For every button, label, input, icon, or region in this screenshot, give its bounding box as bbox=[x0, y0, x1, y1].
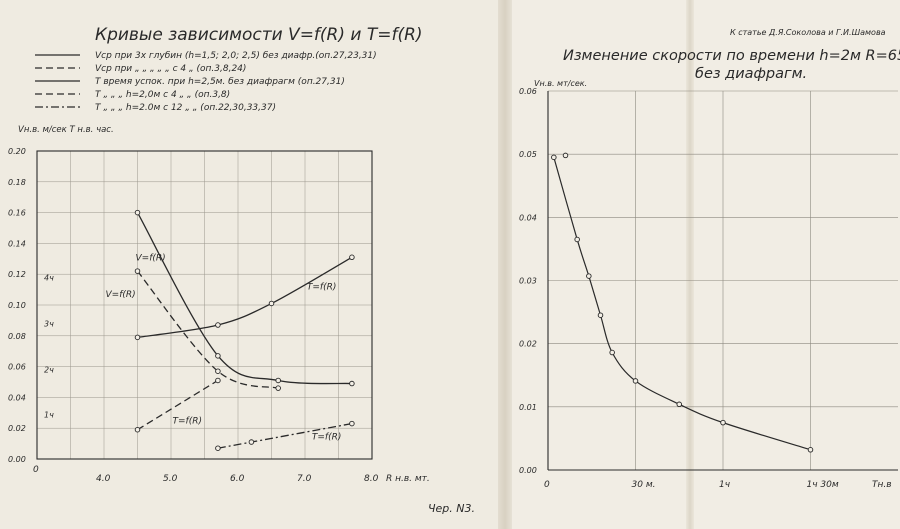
y-tick-label: 0.03 bbox=[519, 277, 537, 286]
x-tick-label: 1ч bbox=[719, 480, 730, 490]
left-x-axis-label: R н.в. мт. bbox=[386, 474, 430, 484]
y-tick-label: 0.06 bbox=[8, 363, 26, 372]
y-tick-label: 0.18 bbox=[8, 178, 26, 187]
series-label: V=f(R) bbox=[106, 290, 136, 300]
t-tick-label: 1ч bbox=[44, 410, 54, 419]
data-point bbox=[275, 377, 281, 384]
right-chart: 0.00 0.01 0.02 0.03 0.04 0.05 0.06 0 30 м. 1ч 1ч 3… bbox=[519, 79, 898, 490]
right-sheet bbox=[505, 0, 900, 529]
speed-curve bbox=[553, 157, 811, 451]
y-tick-label: 0.14 bbox=[8, 239, 26, 248]
y-tick-label: 0.20 bbox=[8, 147, 26, 156]
series-label: V=f(R) bbox=[136, 254, 166, 264]
series-label: T=f(R) bbox=[307, 282, 336, 292]
data-point bbox=[562, 152, 569, 159]
data-point bbox=[551, 154, 557, 161]
legend-entry: Vср при „ „ „ „ „ с 4 „ (оп.3,8,24) bbox=[95, 64, 246, 74]
y-tick-label: 0.05 bbox=[519, 150, 537, 159]
legend-entry: Vср при 3х глубин (h=1,5; 2,0; 2,5) без … bbox=[95, 51, 377, 61]
y-tick-label: 0.10 bbox=[8, 301, 26, 310]
left-y-axis-label: Vн.в. м/сек T н.в. час. bbox=[18, 125, 114, 135]
right-header-note: К статье Д.Я.Соколова и Г.И.Шамова bbox=[730, 28, 886, 37]
series-line-4 bbox=[217, 422, 353, 449]
t-tick-label: 3ч bbox=[44, 319, 54, 328]
y-tick-label: 0.16 bbox=[8, 209, 26, 218]
data-point bbox=[134, 426, 141, 433]
y-tick-label: 0.01 bbox=[519, 403, 537, 412]
x-tick-label: 8.0 bbox=[364, 474, 379, 484]
page-fold-right bbox=[686, 0, 694, 529]
y-tick-label: 0.00 bbox=[519, 466, 537, 475]
data-point bbox=[807, 447, 814, 453]
data-point bbox=[215, 368, 221, 374]
data-point bbox=[609, 349, 615, 356]
series-line-2 bbox=[137, 256, 353, 338]
y-tick-label: 0.12 bbox=[8, 270, 26, 279]
data-point bbox=[215, 322, 221, 328]
page-fold bbox=[498, 0, 512, 529]
data-point bbox=[349, 380, 355, 387]
data-point bbox=[268, 300, 275, 307]
x-tick-label: 0 bbox=[544, 480, 550, 490]
data-point bbox=[574, 236, 580, 243]
legend: Vср при 3х глубин (h=1,5; 2,0; 2,5) без … bbox=[35, 51, 377, 113]
x-tick-label: 7.0 bbox=[297, 474, 312, 484]
y-tick-label: 0.02 bbox=[8, 424, 26, 433]
series-line-0 bbox=[136, 212, 352, 385]
series-label: T=f(R) bbox=[312, 433, 341, 443]
data-point bbox=[349, 254, 355, 261]
y-tick-label: 0.04 bbox=[519, 213, 537, 222]
data-point bbox=[720, 419, 726, 426]
data-point bbox=[134, 334, 141, 341]
legend-entry: T „ „ „ h=2,0м с 4 „ „ (оп.3,8) bbox=[95, 90, 230, 100]
left-chart-title: Кривые зависимости V=f(R) и T=f(R) bbox=[95, 25, 423, 45]
left-plot-frame bbox=[36, 150, 373, 460]
data-point bbox=[134, 209, 141, 216]
right-y-axis-label: Vн.в. мт/сек. bbox=[534, 79, 587, 88]
x-tick-label: 4.0 bbox=[96, 474, 111, 484]
data-point bbox=[275, 385, 281, 391]
data-point bbox=[215, 353, 221, 359]
series-label: T=f(R) bbox=[173, 417, 202, 427]
t-tick-label: 2ч bbox=[44, 366, 54, 375]
data-point bbox=[676, 401, 683, 408]
data-point bbox=[632, 378, 639, 384]
origin-label: 0 bbox=[33, 465, 39, 475]
y-tick-label: 0.08 bbox=[8, 332, 26, 341]
left-chart: 0.00 0.02 0.04 0.06 0.08 0.10 0.12 0.14 0.16 0.18… bbox=[8, 125, 430, 484]
data-point bbox=[597, 312, 604, 318]
x-tick-label: 6.0 bbox=[230, 474, 245, 484]
data-point bbox=[215, 377, 221, 384]
right-chart-title-line1: Изменение скорости по времени h=2м R=65 bbox=[563, 48, 900, 64]
y-tick-label: 0.02 bbox=[519, 340, 537, 349]
y-tick-label: 0.04 bbox=[8, 393, 26, 402]
right-chart-title-line2: без диафрагм. bbox=[695, 66, 807, 82]
series-line-1 bbox=[136, 270, 279, 389]
x-tick-label: 30 м. bbox=[632, 480, 656, 490]
legend-entry: T „ „ „ h=2.0м с 12 „ „ (оп.22,30,33,37) bbox=[95, 103, 276, 113]
x-tick-label: 1ч 30м bbox=[807, 480, 839, 490]
data-point bbox=[248, 439, 255, 445]
data-point bbox=[349, 420, 355, 427]
series-line-3 bbox=[137, 379, 219, 431]
y-tick-label: 0.06 bbox=[519, 87, 537, 96]
legend-entry: T время успок. при h=2,5м. без диафрагм … bbox=[95, 77, 345, 87]
figure-label: Чер. N3. bbox=[428, 502, 475, 515]
x-tick-label: 5.0 bbox=[163, 474, 178, 484]
data-point bbox=[134, 268, 141, 274]
right-x-axis-label: Tн.в bbox=[872, 480, 892, 490]
t-tick-label: 4ч bbox=[44, 273, 54, 282]
data-point bbox=[586, 273, 592, 279]
data-point bbox=[215, 445, 221, 451]
y-tick-label: 0.00 bbox=[8, 455, 26, 464]
